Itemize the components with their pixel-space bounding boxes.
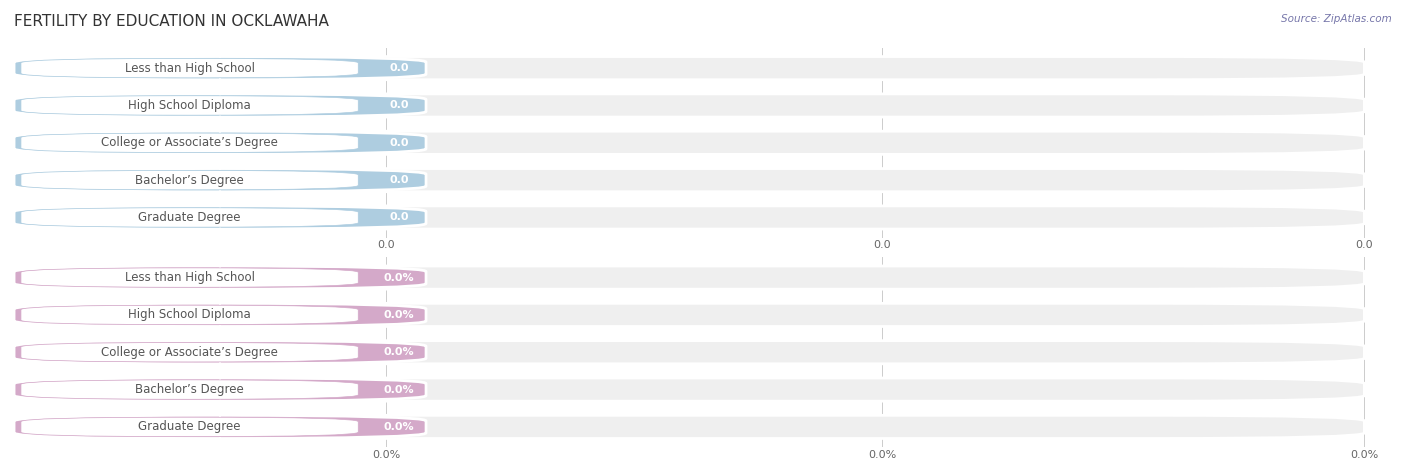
FancyBboxPatch shape (14, 57, 426, 79)
FancyBboxPatch shape (14, 378, 426, 401)
FancyBboxPatch shape (21, 417, 359, 436)
FancyBboxPatch shape (14, 416, 1364, 438)
Text: 0.0: 0.0 (389, 212, 409, 222)
Text: College or Associate’s Degree: College or Associate’s Degree (101, 346, 278, 359)
FancyBboxPatch shape (21, 305, 359, 325)
Text: 0.0%: 0.0% (384, 385, 415, 395)
Text: 0.0: 0.0 (873, 240, 891, 250)
FancyBboxPatch shape (14, 266, 426, 289)
FancyBboxPatch shape (21, 343, 359, 362)
Text: 0.0%: 0.0% (384, 347, 415, 357)
FancyBboxPatch shape (14, 169, 426, 192)
FancyBboxPatch shape (14, 416, 426, 438)
Text: High School Diploma: High School Diploma (128, 99, 252, 112)
Text: 0.0: 0.0 (389, 175, 409, 185)
FancyBboxPatch shape (21, 59, 359, 78)
Text: Less than High School: Less than High School (125, 61, 254, 75)
Text: 0.0%: 0.0% (868, 450, 896, 460)
FancyBboxPatch shape (21, 133, 359, 152)
FancyBboxPatch shape (14, 94, 1364, 117)
Text: College or Associate’s Degree: College or Associate’s Degree (101, 136, 278, 149)
FancyBboxPatch shape (14, 303, 426, 327)
Text: Less than High School: Less than High School (125, 271, 254, 284)
FancyBboxPatch shape (14, 57, 1364, 79)
Text: 0.0%: 0.0% (1350, 450, 1378, 460)
FancyBboxPatch shape (14, 266, 1364, 289)
Text: Bachelor’s Degree: Bachelor’s Degree (135, 383, 245, 396)
FancyBboxPatch shape (21, 96, 359, 115)
Text: 0.0%: 0.0% (384, 310, 415, 320)
Text: 0.0%: 0.0% (384, 422, 415, 432)
FancyBboxPatch shape (14, 94, 426, 117)
FancyBboxPatch shape (14, 341, 426, 364)
FancyBboxPatch shape (14, 341, 1364, 364)
FancyBboxPatch shape (14, 206, 426, 229)
FancyBboxPatch shape (14, 131, 1364, 154)
FancyBboxPatch shape (21, 268, 359, 288)
FancyBboxPatch shape (21, 170, 359, 190)
Text: High School Diploma: High School Diploma (128, 308, 252, 321)
Text: 0.0: 0.0 (389, 100, 409, 110)
Text: Graduate Degree: Graduate Degree (138, 420, 240, 434)
Text: Graduate Degree: Graduate Degree (138, 211, 240, 224)
FancyBboxPatch shape (21, 208, 359, 227)
Text: 0.0%: 0.0% (373, 450, 401, 460)
FancyBboxPatch shape (21, 380, 359, 399)
Text: Source: ZipAtlas.com: Source: ZipAtlas.com (1281, 14, 1392, 24)
Text: Bachelor’s Degree: Bachelor’s Degree (135, 174, 245, 187)
FancyBboxPatch shape (14, 206, 1364, 229)
Text: 0.0%: 0.0% (384, 273, 415, 283)
Text: 0.0: 0.0 (1355, 240, 1374, 250)
FancyBboxPatch shape (14, 169, 1364, 192)
Text: 0.0: 0.0 (377, 240, 395, 250)
FancyBboxPatch shape (14, 378, 1364, 401)
FancyBboxPatch shape (14, 303, 1364, 327)
FancyBboxPatch shape (14, 131, 426, 154)
Text: 0.0: 0.0 (389, 138, 409, 148)
Text: 0.0: 0.0 (389, 63, 409, 73)
Text: FERTILITY BY EDUCATION IN OCKLAWAHA: FERTILITY BY EDUCATION IN OCKLAWAHA (14, 14, 329, 30)
